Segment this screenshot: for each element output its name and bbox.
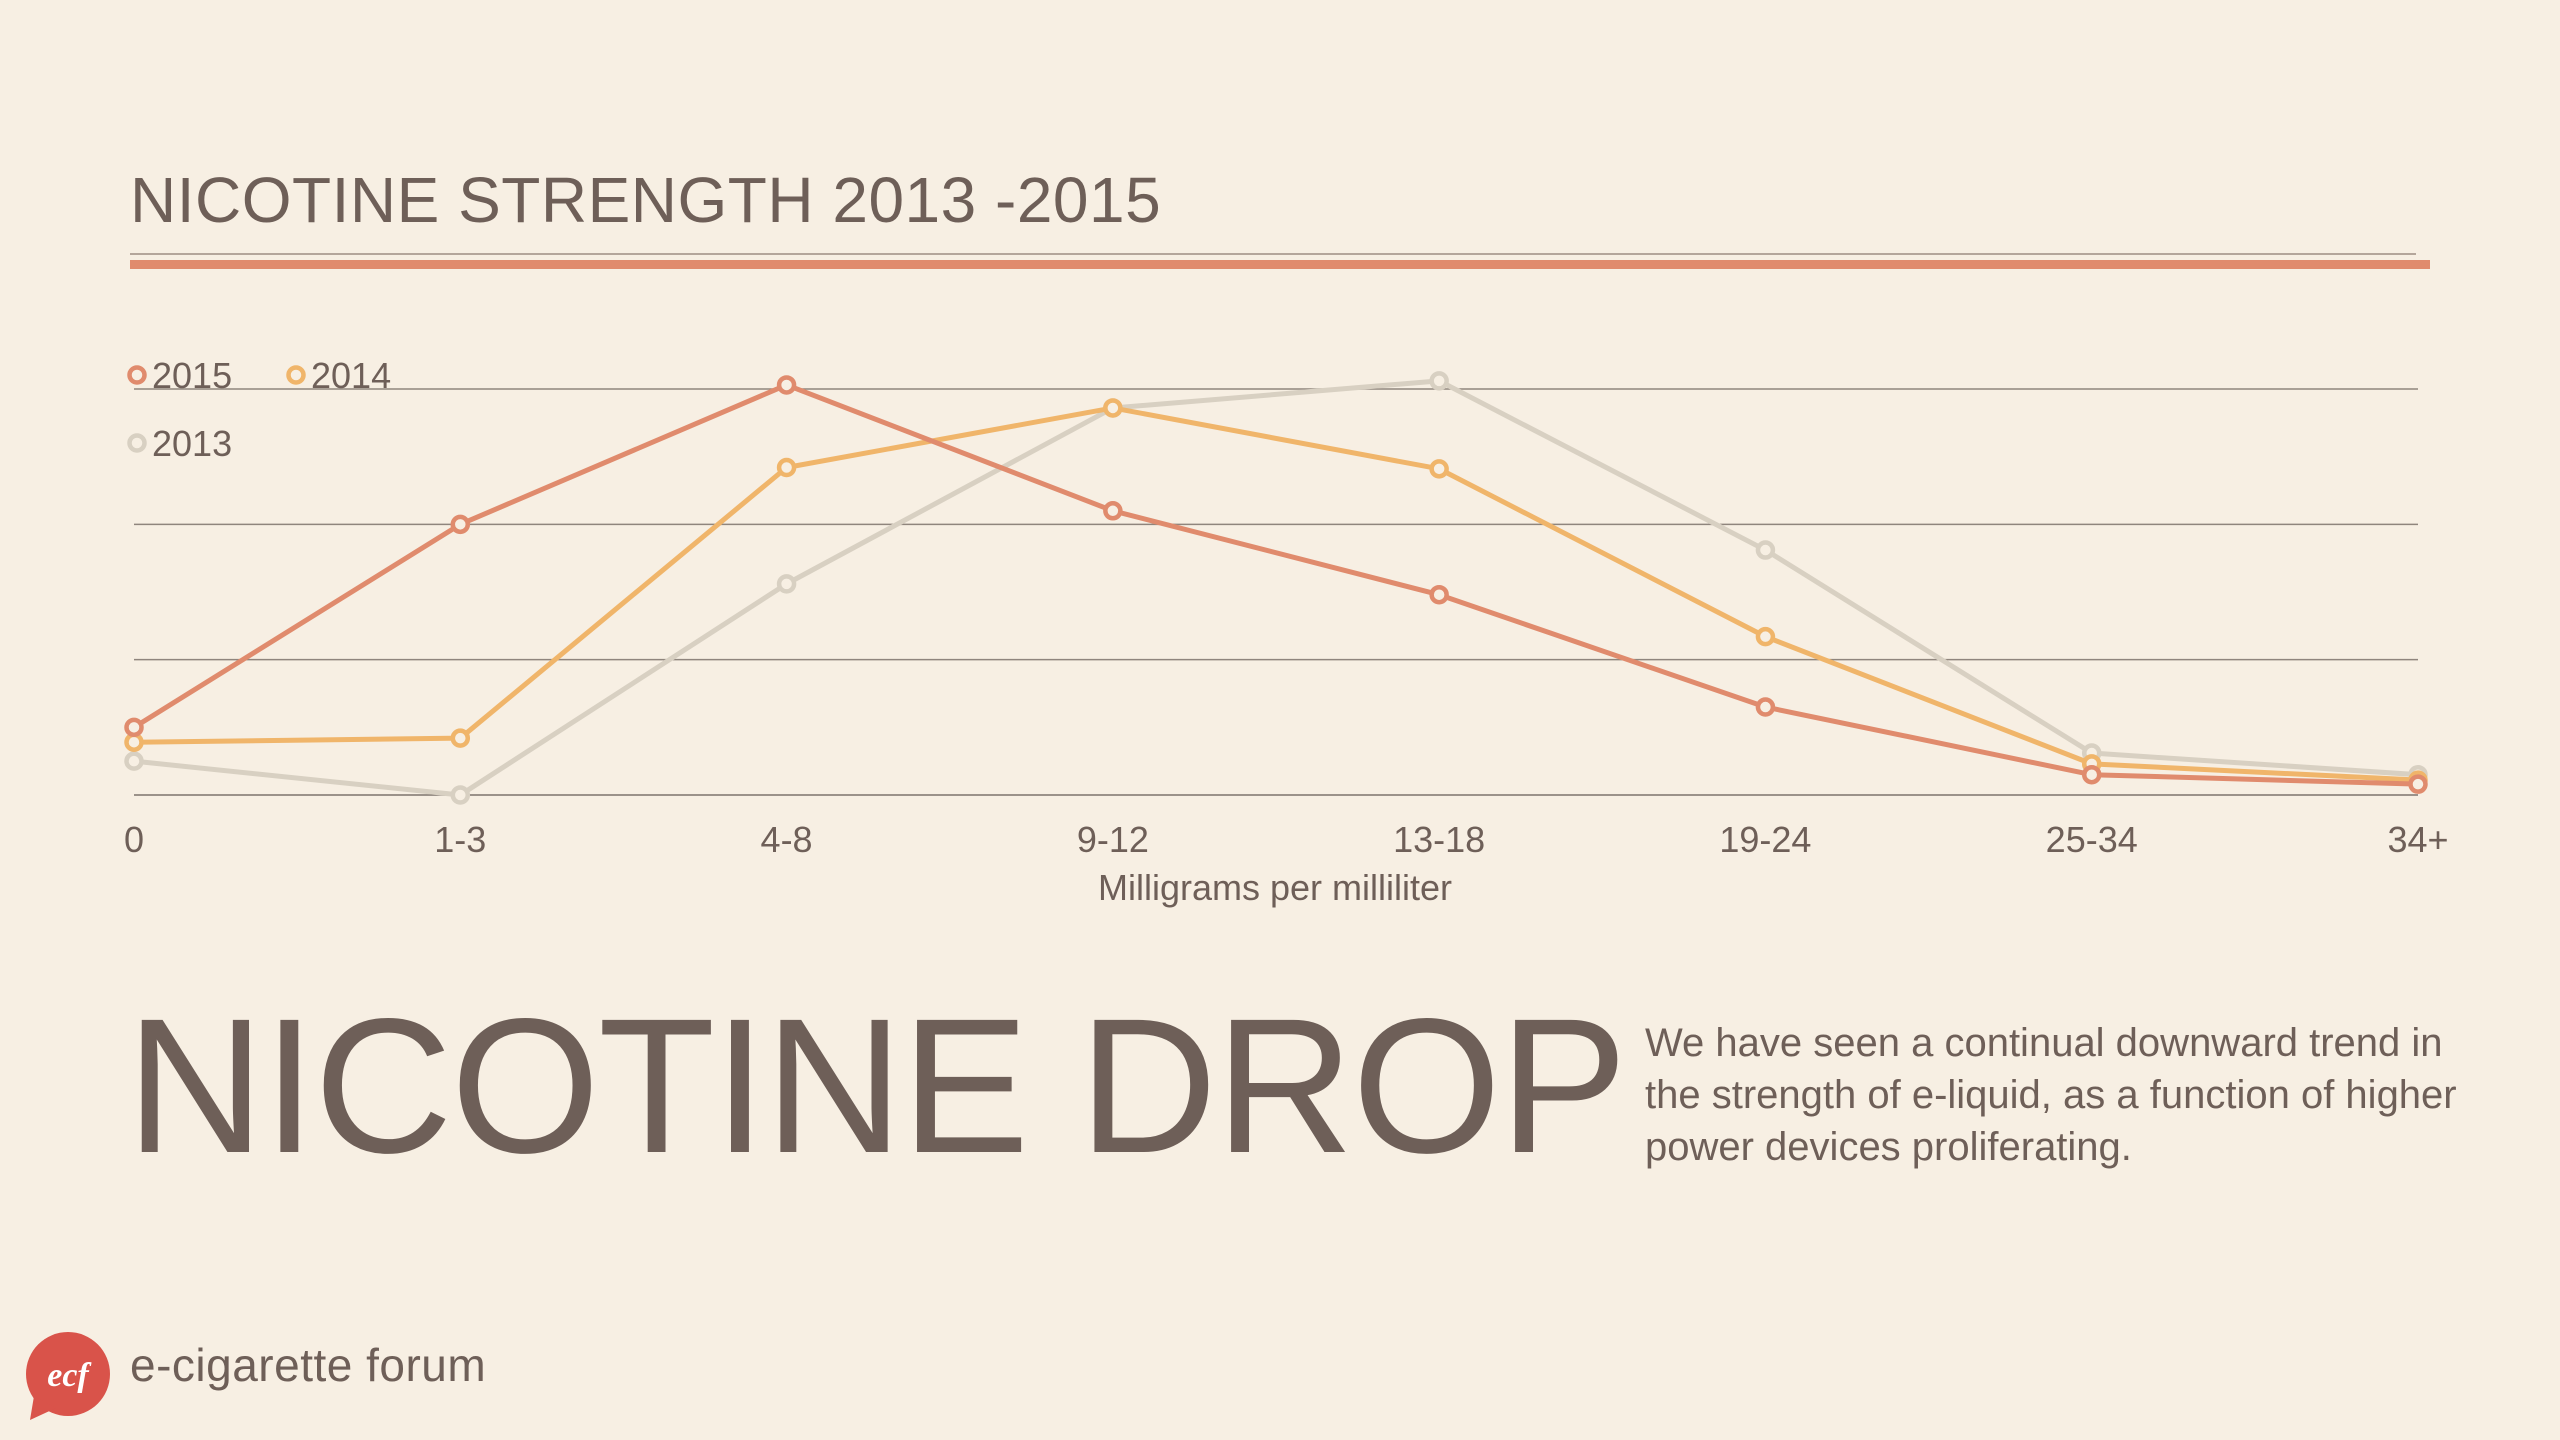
- legend-label: 2013: [152, 423, 232, 464]
- data-point: [2081, 764, 2102, 785]
- series-2014: [124, 398, 2428, 790]
- x-tick-label: 19-24: [1719, 819, 1811, 860]
- main-heading: NICOTINE DROP: [126, 978, 1627, 1193]
- data-point: [450, 514, 471, 535]
- ecf-logo-icon: ecf: [26, 1332, 110, 1420]
- description-text: We have seen a continual downward trend …: [1645, 1021, 2457, 1169]
- x-axis-title: Milligrams per milliliter: [1098, 867, 1452, 908]
- legend-marker: [286, 365, 306, 385]
- data-point: [1429, 371, 1449, 391]
- data-point: [450, 785, 471, 805]
- data-point: [1755, 697, 1776, 717]
- x-tick-label: 25-34: [2046, 819, 2138, 860]
- x-tick-label: 0: [124, 819, 144, 860]
- chart-series: [124, 371, 2428, 805]
- x-tick-label: 1-3: [434, 819, 486, 860]
- data-point: [2408, 774, 2428, 794]
- title-divider-accent: [130, 260, 2430, 269]
- data-point: [1755, 626, 1776, 647]
- legend-item-2013: 2013: [127, 423, 232, 464]
- chart-legend: 2015 2014 2013: [127, 355, 391, 464]
- series-line: [132, 382, 2419, 787]
- legend-marker: [127, 365, 147, 385]
- series-line: [133, 378, 2419, 798]
- legend-item-2015: 2015: [127, 355, 232, 396]
- x-tick-label: 9-12: [1077, 819, 1149, 860]
- data-point: [1103, 398, 1123, 418]
- series-2013: [124, 371, 2428, 805]
- data-point: [776, 457, 797, 478]
- series-line: [133, 405, 2419, 783]
- legend-item-2014: 2014: [286, 355, 391, 396]
- brand-name: e-cigarette forum: [130, 1339, 487, 1391]
- x-tick-label: 4-8: [761, 819, 813, 860]
- slide-title: NICOTINE STRENGTH 2013 -2015: [130, 164, 1162, 236]
- title-divider-thin: [130, 253, 2416, 255]
- legend-label: 2015: [152, 355, 232, 396]
- data-point: [1755, 540, 1776, 560]
- data-point: [1429, 584, 1449, 605]
- data-point: [776, 375, 797, 395]
- data-point: [450, 728, 471, 748]
- data-point: [1429, 459, 1449, 479]
- x-tick-label: 34+: [2387, 819, 2448, 860]
- legend-label: 2014: [311, 355, 391, 396]
- series-2015: [124, 375, 2428, 794]
- data-point: [124, 751, 144, 771]
- legend-marker: [127, 433, 147, 453]
- logo-mark: ecf: [47, 1357, 92, 1394]
- data-point: [776, 574, 797, 594]
- line-chart: 0 1-3 4-8 9-12 13-18 19-24 25-34 34+ Milligrams…: [124, 355, 2449, 908]
- chart-gridlines: [134, 388, 2418, 796]
- data-point: [124, 717, 144, 738]
- x-tick-label: 13-18: [1393, 819, 1485, 860]
- data-point: [1103, 501, 1123, 521]
- x-axis-ticks: 0 1-3 4-8 9-12 13-18 19-24 25-34 34+: [124, 819, 2449, 860]
